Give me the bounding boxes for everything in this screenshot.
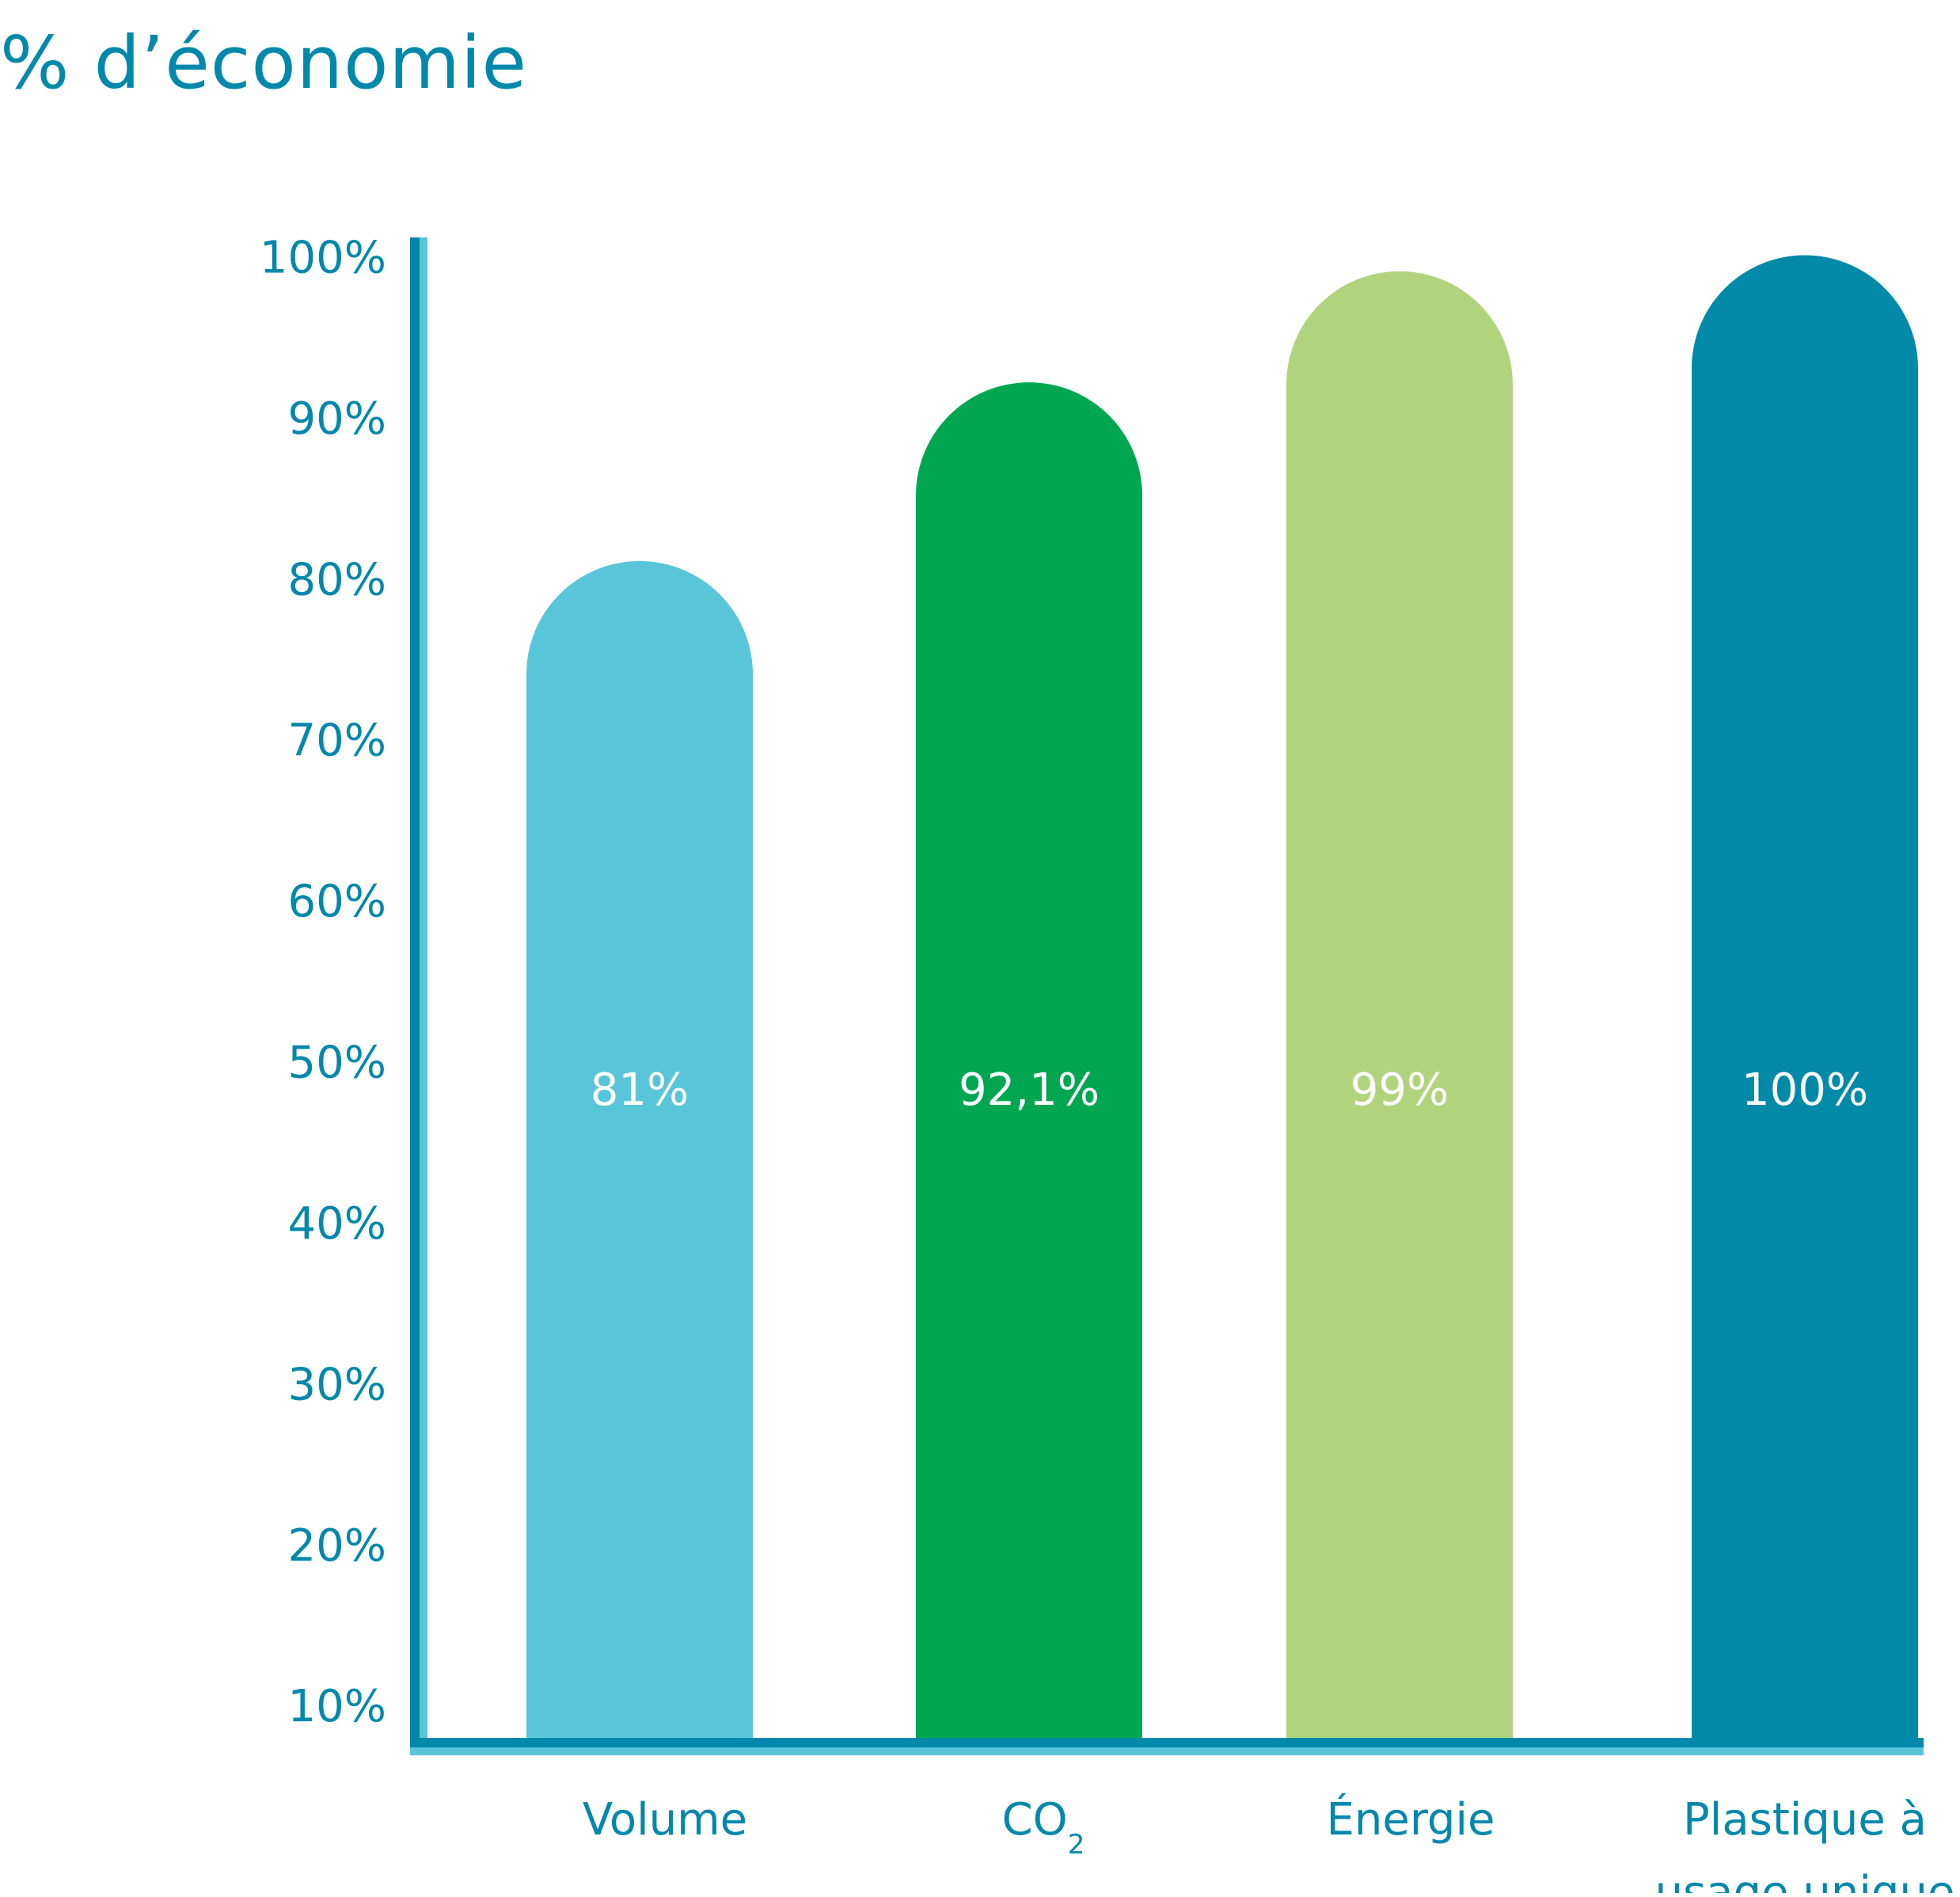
x-category-label: Plastique à [1683,1794,1927,1846]
bar-value-label: 81% [591,1064,689,1116]
subscript: 2 [1068,1829,1085,1861]
y-tick-label: 100% [260,232,386,283]
bar [1692,255,1918,1741]
x-category-label: CO2 [1002,1794,1085,1861]
y-tick-label: 80% [288,554,386,605]
bar-value-label: 100% [1742,1064,1868,1116]
page-title: % d’économie [0,21,528,105]
bar-value-label: 92,1% [959,1064,1100,1116]
y-tick-label: 20% [288,1520,386,1572]
y-tick-label: 10% [288,1681,386,1732]
y-tick-label: 70% [288,715,386,767]
x-axis-accent [410,1747,1924,1755]
y-tick-label: 50% [288,1038,386,1089]
y-tick-label: 90% [288,393,386,445]
x-category-label: Volume [583,1794,747,1846]
y-tick-label: 40% [288,1198,386,1250]
y-axis-line [410,237,420,1747]
y-axis-accent [420,237,427,1747]
bar-value-label: 99% [1350,1064,1449,1116]
bar [916,382,1142,1741]
x-category-label: Énergie [1327,1794,1495,1846]
y-tick-label: 30% [288,1359,386,1410]
bar [1286,271,1513,1741]
x-axis-line [410,1738,1924,1747]
x-category-label: usage unique [1655,1867,1955,1893]
bar [526,560,753,1741]
y-tick-label: 60% [288,876,386,928]
